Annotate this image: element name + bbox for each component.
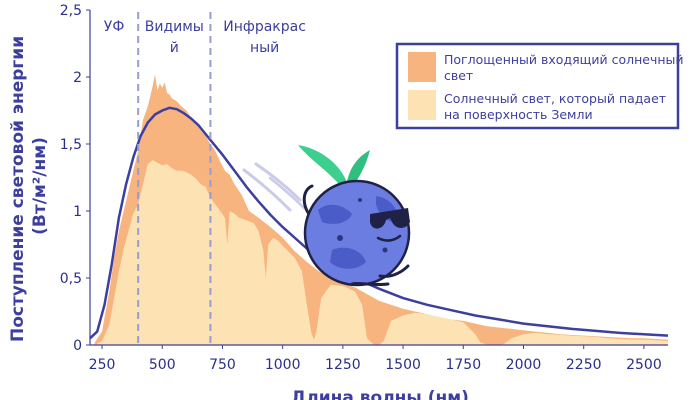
globe-land [330,247,366,269]
x-tick-label: 250 [89,357,116,373]
x-tick-label: 2000 [506,357,542,373]
x-tick-label: 500 [149,357,176,373]
x-tick-label: 1250 [325,357,361,373]
spectrum-region-labels: УФ Видимы й Инфракрас ный [104,19,306,56]
globe-land [318,204,352,224]
plot-areas [89,74,669,346]
blackbody-curve-line [89,106,669,340]
x-tick-label: 1500 [385,357,421,373]
region-dividers [137,12,212,345]
y-tick-label: 2 [73,70,82,86]
legend-swatch-surface [408,90,436,120]
area-series-1 [94,160,669,345]
earth-mascot-icon [242,145,411,287]
y-tick-label: 1 [73,204,82,220]
x-tick-label: 1750 [445,357,481,373]
sunglasses-icon [370,208,410,229]
y-tick-label: 2,5 [60,3,82,19]
y-axis-title: Поступление световой энергии (Вт/м²/нм) [8,30,50,342]
mascot-leg [350,281,390,287]
y-tick-label: 0,5 [60,271,82,287]
y-tick-label: 0 [73,338,82,354]
globe-spot [358,198,362,202]
motion-line [254,162,302,202]
globe-body [303,179,411,287]
motion-line [242,168,292,212]
axes [89,10,668,346]
x-tick-label: 2500 [626,357,662,373]
legend-swatch-absorbed [408,52,436,82]
x-tick-label: 2250 [566,357,602,373]
legend-label-surface: Солнечный свет, который падает на поверх… [444,91,670,122]
region-label-2: Инфракрас ный [223,19,306,56]
x-tick-label: 750 [209,357,236,373]
globe-spot [382,247,388,253]
motion-line [268,176,306,210]
region-label-0: УФ [104,19,125,35]
y-tick-label: 1,5 [60,137,82,153]
mascot-mouth [376,234,402,242]
globe-spot [337,235,343,241]
mascot-leg [378,264,410,278]
x-axis-title: Длина волны (нм) [291,388,469,400]
region-label-1: Видимы й [145,19,204,56]
legend: Поглощенный входящий солнечный свет Солн… [395,42,688,130]
legend-label-absorbed: Поглощенный входящий солнечный свет [444,52,688,83]
leaf-icon [298,145,346,190]
axis-ticks: 250 500 750 1000 1250 1500 1750 2000 2250 2500 0 0,… [60,3,662,373]
legend-box [395,42,680,130]
x-tick-label: 1000 [265,357,301,373]
